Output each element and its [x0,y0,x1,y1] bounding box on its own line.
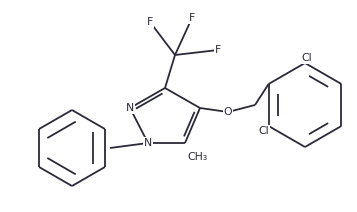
Text: Cl: Cl [302,53,312,63]
Text: CH₃: CH₃ [187,152,207,162]
Text: N: N [144,138,152,148]
Text: F: F [147,17,153,27]
Text: O: O [224,107,232,117]
Text: N: N [126,103,134,113]
Text: F: F [189,13,195,23]
Text: Cl: Cl [258,126,269,136]
Text: F: F [215,45,221,55]
